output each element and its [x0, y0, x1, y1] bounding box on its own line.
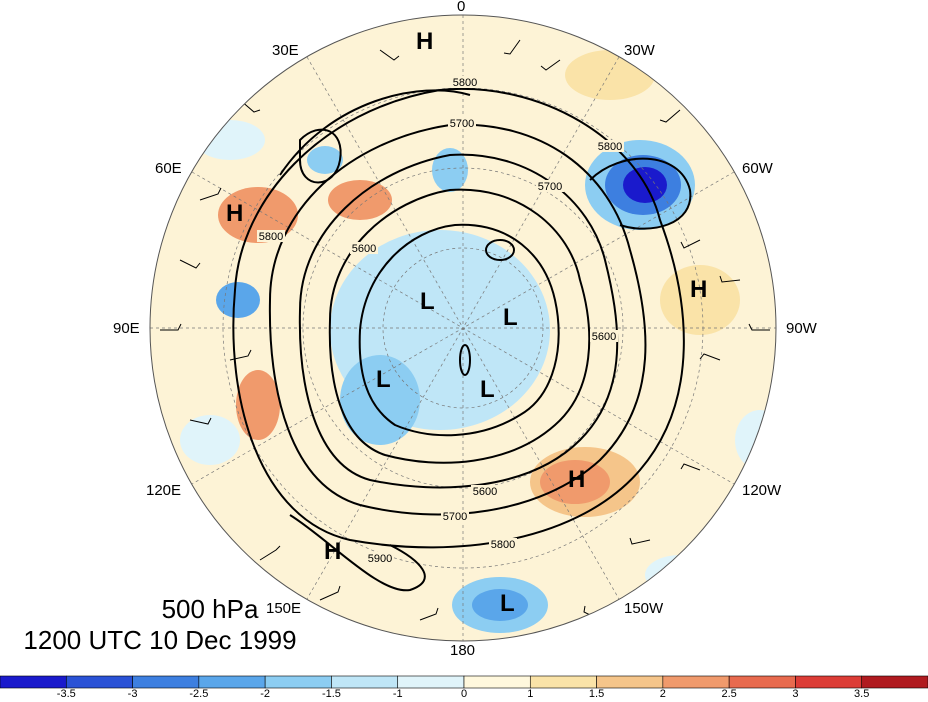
valid-time-title: 1200 UTC 10 Dec 1999 [23, 625, 297, 655]
lon-label-60e: 60E [155, 160, 182, 177]
contour-label: 5900 [368, 553, 392, 565]
low-center-marker: L [420, 288, 435, 315]
colorbar-swatch [662, 675, 730, 689]
contour-label: 5700 [538, 181, 562, 193]
colorbar-tick-label: -2.5 [189, 688, 209, 700]
colorbar-tick-label: -3.5 [56, 688, 76, 700]
contour-label: 5600 [352, 243, 376, 255]
contour-label: 5600 [592, 331, 616, 343]
level-title: 500 hPa [161, 594, 259, 624]
high-center-marker: H [568, 466, 586, 493]
high-center-marker: H [324, 538, 342, 565]
colorbar-tick-label: -2 [260, 688, 271, 700]
colorbar-tick-label: 1.5 [588, 688, 605, 700]
colorbar-swatch [132, 675, 200, 689]
colorbar-tick-label: -1 [392, 688, 403, 700]
colorbar-swatch [861, 675, 928, 689]
map-boundary [149, 14, 777, 642]
lon-label-120e: 120E [146, 482, 182, 499]
lon-label-120w: 120W [742, 482, 782, 499]
colorbar-tick-label: -1.5 [321, 688, 341, 700]
colorbar-tick-label: 0 [460, 688, 468, 700]
lon-label-90w: 90W [786, 320, 817, 337]
high-center-marker: H [690, 276, 708, 303]
wind-barbs [160, 39, 770, 621]
lon-label-90e: 90E [113, 320, 140, 337]
colorbar [0, 675, 928, 689]
colorbar-swatch [0, 675, 67, 689]
lon-label-0: 0 [457, 0, 466, 15]
lon-label-60w: 60W [742, 160, 773, 177]
contour-label: 5700 [443, 511, 467, 523]
lon-label-150w: 150W [624, 600, 664, 617]
low-center-marker: L [500, 590, 515, 617]
colorbar-swatch [596, 675, 664, 689]
low-center-marker: L [503, 304, 518, 331]
height-contours [232, 87, 692, 592]
colorbar-swatch [529, 675, 597, 689]
colorbar-swatch [65, 675, 133, 689]
low-center-marker: L [480, 376, 495, 403]
colorbar-swatch [198, 675, 266, 689]
anomaly-fills [180, 50, 776, 633]
colorbar-swatch [463, 675, 531, 689]
lon-label-30w: 30W [624, 42, 655, 59]
lon-label-180: 180 [450, 642, 476, 659]
high-center-marker: H [416, 28, 434, 55]
colorbar-tick-label: -3 [127, 688, 138, 700]
colorbar-swatch [264, 675, 332, 689]
colorbar-swatch [728, 675, 796, 689]
colorbar-tick-label: 3 [792, 688, 799, 700]
lon-label-150e: 150E [266, 600, 302, 617]
low-center-marker: L [376, 366, 391, 393]
colorbar-swatch [795, 675, 863, 689]
contour-label: 5600 [473, 486, 497, 498]
contour-label: 5800 [491, 539, 515, 551]
contour-label: 5800 [598, 141, 622, 153]
colorbar-tick-label: 3.5 [854, 688, 870, 700]
contour-label: 5700 [450, 118, 474, 130]
colorbar-tick-label: 1 [527, 688, 534, 700]
colorbar-swatch [397, 675, 465, 689]
lon-label-30e: 30E [272, 42, 299, 59]
colorbar-tick-label: 2.5 [721, 688, 737, 700]
high-center-marker: H [226, 200, 244, 227]
contour-label: 5800 [259, 231, 283, 243]
colorbar-tick-label: 2 [659, 688, 666, 700]
contour-label: 5800 [453, 77, 477, 89]
colorbar-swatch [331, 675, 399, 689]
